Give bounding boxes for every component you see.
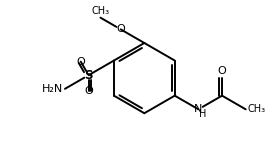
Text: H₂N: H₂N — [42, 84, 63, 94]
Text: H: H — [199, 109, 206, 119]
Text: S: S — [84, 69, 93, 82]
Text: O: O — [218, 66, 226, 76]
Text: CH₃: CH₃ — [91, 6, 110, 16]
Text: O: O — [84, 86, 93, 96]
Text: CH₃: CH₃ — [248, 104, 266, 114]
Text: O: O — [76, 57, 85, 67]
Text: O: O — [116, 24, 125, 34]
Text: N: N — [194, 104, 203, 114]
